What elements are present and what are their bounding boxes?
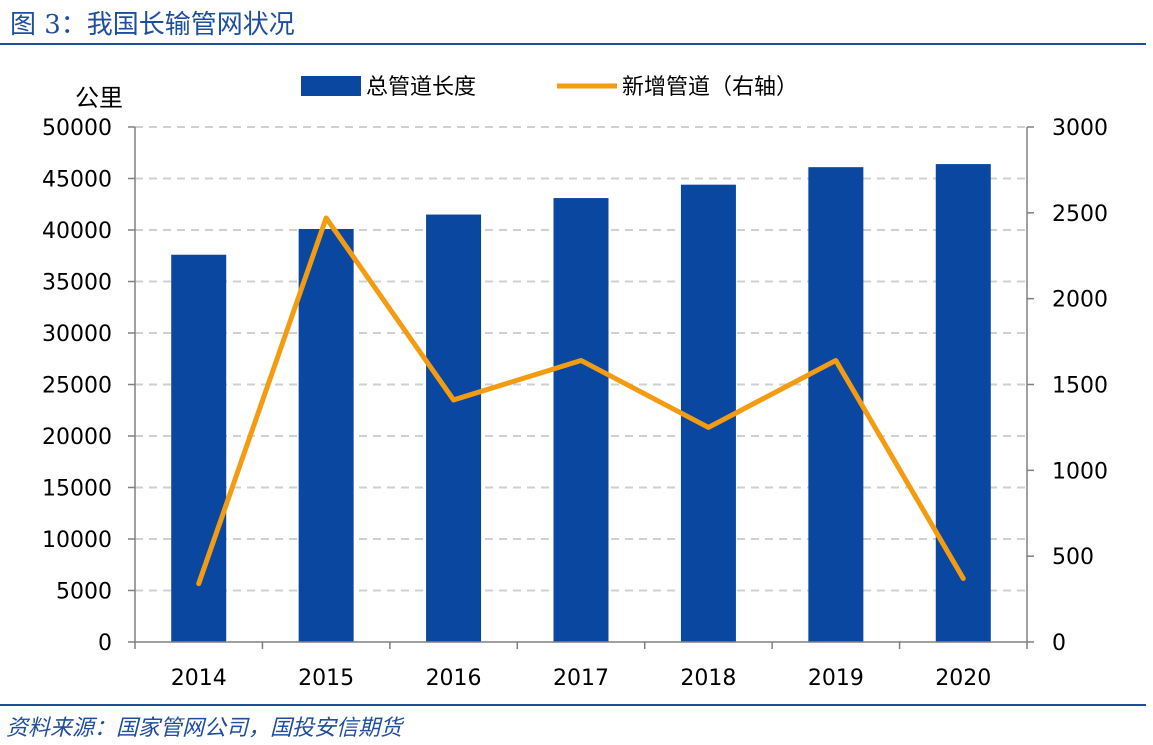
- source-rule: [0, 704, 1146, 706]
- axes: 0500010000150002000025000300003500040000…: [42, 116, 1108, 691]
- x-tick-label: 2020: [935, 666, 991, 691]
- bar-2016: [426, 214, 482, 643]
- source-note: 资料来源：国家管网公司，国投安信期货: [6, 716, 403, 741]
- y-left-tick-label: 15000: [42, 477, 112, 502]
- legend-label-line: 新增管道（右轴）: [622, 75, 798, 100]
- bar-2019: [808, 167, 864, 643]
- bar-2018: [680, 184, 736, 642]
- figure-title: 图 3：我国长输管网状况: [10, 10, 295, 40]
- y-left-tick-label: 0: [98, 631, 112, 656]
- line-point-2019: [834, 358, 838, 362]
- y-axis-left-title: 公里: [75, 84, 123, 112]
- y-left-tick-label: 35000: [42, 271, 112, 296]
- title-rule: [0, 43, 1146, 45]
- x-tick-label: 2019: [808, 666, 864, 691]
- y-left-tick-label: 40000: [42, 219, 112, 244]
- y-left-tick-label: 30000: [42, 322, 112, 347]
- y-left-tick-label: 50000: [42, 116, 112, 141]
- bar-line-chart: 0500010000150002000025000300003500040000…: [42, 75, 1108, 691]
- y-right-tick-label: 0: [1052, 631, 1066, 656]
- legend: 总管道长度 新增管道（右轴）: [301, 75, 798, 100]
- y-left-tick-label: 20000: [42, 425, 112, 450]
- legend-item-bar: 总管道长度: [301, 75, 476, 100]
- legend-item-line: 新增管道（右轴）: [557, 75, 798, 100]
- x-tick-label: 2015: [298, 666, 354, 691]
- line-point-2015: [324, 216, 328, 220]
- y-right-tick-label: 3000: [1052, 116, 1108, 141]
- x-tick-label: 2018: [680, 666, 736, 691]
- line-point-2017: [579, 358, 583, 362]
- line-point-2018: [706, 425, 710, 429]
- legend-label-bar: 总管道长度: [366, 75, 476, 100]
- x-tick-label: 2016: [426, 666, 482, 691]
- y-right-tick-label: 1500: [1052, 374, 1108, 399]
- y-right-tick-label: 2500: [1052, 202, 1108, 227]
- axis-labels: 公里: [75, 84, 123, 112]
- y-left-tick-label: 10000: [42, 528, 112, 553]
- y-right-tick-label: 1000: [1052, 459, 1108, 484]
- line-point-2014: [197, 582, 201, 586]
- line-series: [196, 215, 966, 587]
- line-point-2016: [452, 398, 456, 402]
- line-point-2020: [961, 576, 965, 580]
- x-tick-label: 2014: [171, 666, 227, 691]
- y-left-tick-label: 25000: [42, 374, 112, 399]
- y-left-tick-label: 5000: [56, 580, 112, 605]
- bar-2015: [298, 228, 354, 642]
- bar-2017: [553, 198, 609, 642]
- x-tick-label: 2017: [553, 666, 609, 691]
- bar-series: [171, 164, 991, 643]
- legend-swatch-bar: [301, 76, 361, 96]
- y-right-tick-label: 500: [1052, 545, 1094, 570]
- y-right-tick-label: 2000: [1052, 288, 1108, 313]
- y-left-tick-label: 45000: [42, 168, 112, 193]
- bar-2020: [935, 164, 991, 642]
